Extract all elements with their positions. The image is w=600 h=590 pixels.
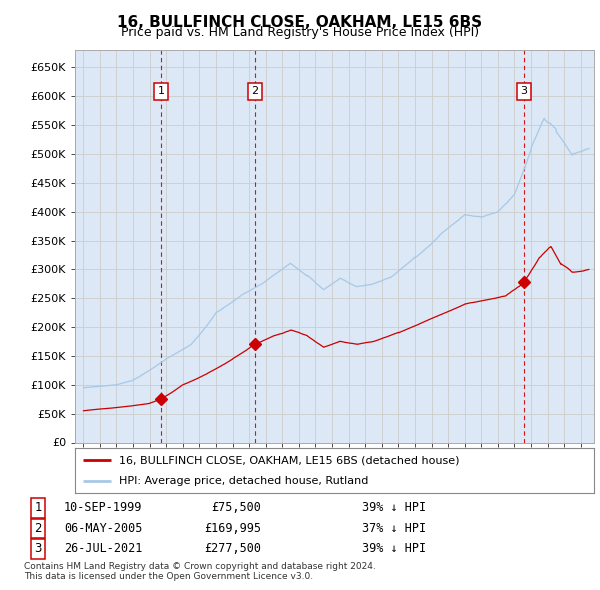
Text: 2: 2 <box>34 522 42 535</box>
Text: 3: 3 <box>34 542 42 555</box>
Text: £169,995: £169,995 <box>204 522 261 535</box>
Text: £277,500: £277,500 <box>204 542 261 555</box>
Text: 1: 1 <box>158 86 164 96</box>
Text: 39% ↓ HPI: 39% ↓ HPI <box>362 502 427 514</box>
Text: 3: 3 <box>520 86 527 96</box>
Text: 37% ↓ HPI: 37% ↓ HPI <box>362 522 427 535</box>
Text: 26-JUL-2021: 26-JUL-2021 <box>64 542 142 555</box>
Bar <box>161 50 255 442</box>
Text: Price paid vs. HM Land Registry's House Price Index (HPI): Price paid vs. HM Land Registry's House … <box>121 26 479 39</box>
Text: 16, BULLFINCH CLOSE, OAKHAM, LE15 6BS (detached house): 16, BULLFINCH CLOSE, OAKHAM, LE15 6BS (d… <box>119 455 460 466</box>
Text: 1: 1 <box>34 502 42 514</box>
Text: £75,500: £75,500 <box>211 502 261 514</box>
Text: 06-MAY-2005: 06-MAY-2005 <box>64 522 142 535</box>
Text: HPI: Average price, detached house, Rutland: HPI: Average price, detached house, Rutl… <box>119 476 368 486</box>
Text: 10-SEP-1999: 10-SEP-1999 <box>64 502 142 514</box>
Text: 2: 2 <box>251 86 259 96</box>
Text: 16, BULLFINCH CLOSE, OAKHAM, LE15 6BS: 16, BULLFINCH CLOSE, OAKHAM, LE15 6BS <box>118 15 482 30</box>
Text: Contains HM Land Registry data © Crown copyright and database right 2024.
This d: Contains HM Land Registry data © Crown c… <box>24 562 376 581</box>
Text: 39% ↓ HPI: 39% ↓ HPI <box>362 542 427 555</box>
